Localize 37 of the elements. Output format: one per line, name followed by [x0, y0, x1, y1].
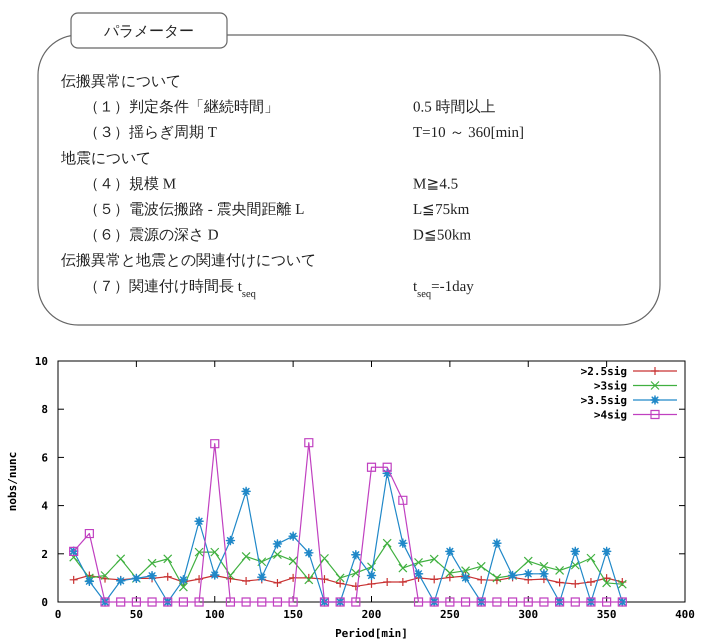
legend-label: >4sig [594, 408, 627, 422]
y-tick-label: 10 [34, 355, 48, 368]
y-tick-label: 8 [41, 403, 48, 416]
text: パラメーター [103, 24, 194, 40]
x-tick-label: 100 [204, 608, 225, 621]
text: 伝搬異常と地震との関連付けについて [61, 252, 316, 270]
text: t$_{seq}$=-1day [413, 278, 474, 300]
text: M≧4.5 [413, 176, 458, 192]
x-tick-label: 350 [596, 608, 617, 621]
x-tick-label: 300 [518, 608, 538, 621]
text: T=10 ～ 360[min] [413, 125, 524, 142]
x-tick-label: 150 [283, 608, 304, 621]
x-tick-label: 200 [362, 608, 382, 621]
x-tick-label: 250 [440, 608, 460, 621]
y-tick-label: 6 [41, 451, 48, 464]
legend-label: >3.5sig [580, 394, 627, 407]
x-tick-label: 50 [130, 608, 143, 621]
y-tick-label: 4 [41, 500, 48, 513]
x-tick-label: 400 [675, 608, 695, 621]
text: 伝搬異常について [61, 73, 181, 90]
x-tick-label: 0 [54, 608, 62, 621]
text: （４）規模 M [84, 175, 176, 192]
text: （３）揺らぎ周期 T [84, 124, 217, 142]
x-axis-title: Period[min] [335, 627, 408, 640]
text: （７）関連付け時間長 t$_{seq}$ [84, 278, 257, 300]
text: 0.5 時間以上 [413, 98, 496, 116]
text: L≦75km [413, 202, 470, 218]
y-tick-label: 0 [41, 596, 48, 609]
text: （６）震源の深さ D [84, 226, 219, 244]
legend-label: >2.5sig [580, 365, 627, 378]
text: （１）判定条件「継続時間」 [84, 98, 279, 116]
text: （５）電波伝搬路 - 震央間距離 L [84, 201, 304, 218]
text: D≦50km [413, 228, 472, 244]
y-tick-label: 2 [41, 548, 48, 561]
legend-label: >3sig [594, 380, 627, 392]
text: 地震について [60, 150, 151, 167]
y-axis-title: nobs/nunc [6, 452, 19, 512]
